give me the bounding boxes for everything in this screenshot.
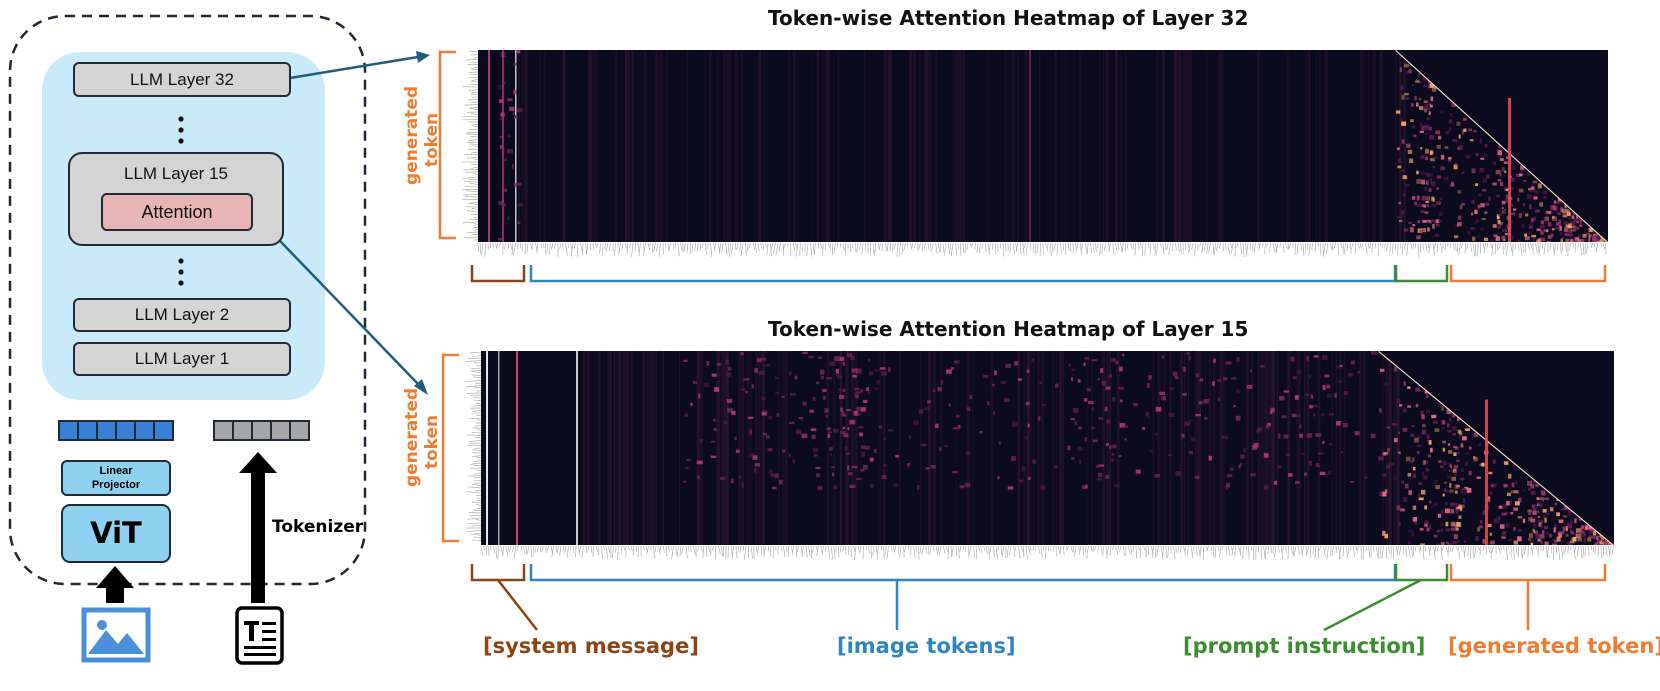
tokenizer-label: Tokenizer [272,517,364,537]
label-image-tokens: [image tokens] [837,634,1016,658]
heatmap-cells [481,351,1614,545]
image-icon [81,607,151,663]
llm-layer-2: LLM Layer 2 [73,298,291,332]
text-token-strip [213,420,310,441]
label-system-message: [system message] [483,634,699,658]
attention-label: Attention [141,202,213,222]
image-token-strip [58,420,174,441]
text-document-icon [235,606,284,665]
llm-layer-1: LLM Layer 1 [73,342,291,376]
heatmap-layer-15 [481,351,1614,545]
tokenizer-up-arrow [239,452,277,603]
llm-layer-2-label: LLM Layer 2 [134,305,230,324]
label-generated-token: [generated token] [1448,634,1660,658]
heatmap-title-layer-32: Token-wise Attention Heatmap of Layer 32 [768,6,1249,30]
linear-projector: Linear Projector [61,460,171,496]
label-prompt-instruction: [prompt instruction] [1183,634,1426,658]
llm-layer-32-label: LLM Layer 32 [130,70,234,89]
vit-encoder: ViT [61,504,171,563]
heatmap-cells [478,50,1608,242]
llm-layer-32: LLM Layer 32 [73,62,291,97]
llm-layer-15-label: LLM Layer 15 [124,164,228,183]
model-dashed-frame [8,14,367,586]
heatmap-layer-32 [478,50,1608,242]
heatmap-title-layer-15: Token-wise Attention Heatmap of Layer 15 [768,317,1249,341]
attention-block: Attention [101,193,253,231]
llm-layer-1-label: LLM Layer 1 [134,349,230,368]
image-up-arrow [96,566,134,603]
